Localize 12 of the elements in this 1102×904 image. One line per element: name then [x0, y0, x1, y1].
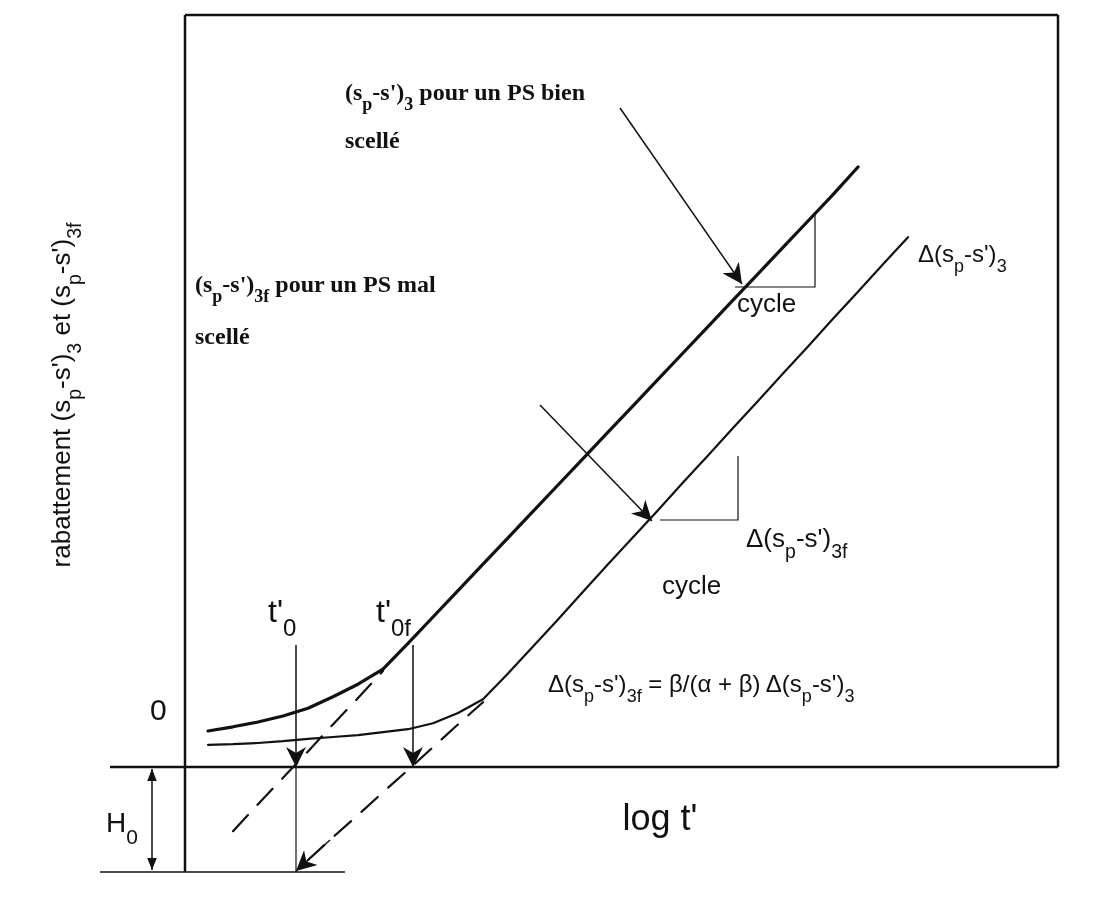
annotation: cycle [737, 288, 797, 318]
annotation: Δ(s$_{p}$-s')$_{3f}$ = β/(α + β) Δ(s$_{p}$-s')$_{3}$ [548, 670, 855, 706]
text: H$_{0}$ [106, 807, 138, 848]
annotation: Δ(s$_{p}$-s')$_{3}$ [918, 240, 1007, 276]
annotation: Δ(s$_{p}$-s')$_{3f}$ [746, 523, 849, 562]
text: (s$_{p}$-s')$_{3}$ pour un PS bien scellé [345, 79, 585, 153]
text: 0 [150, 693, 167, 726]
x-axis-title: log t' [622, 797, 698, 838]
annotation: t'$_{0}$ [268, 593, 297, 641]
text: (s$_{p}$-s')$_{3f}$ pour un PS mal scellé [195, 271, 436, 349]
annotation: t'$_{0f}$ [376, 593, 412, 641]
annotation: cycle [662, 570, 722, 600]
